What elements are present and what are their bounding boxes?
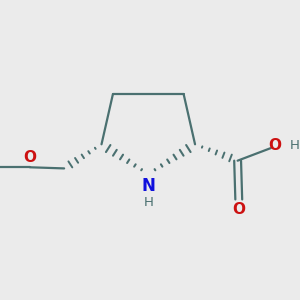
Text: O: O — [232, 202, 245, 217]
Text: O: O — [268, 138, 281, 153]
Text: H: H — [143, 196, 153, 209]
Text: O: O — [23, 150, 36, 165]
Text: N: N — [141, 178, 155, 196]
Text: H: H — [290, 139, 300, 152]
